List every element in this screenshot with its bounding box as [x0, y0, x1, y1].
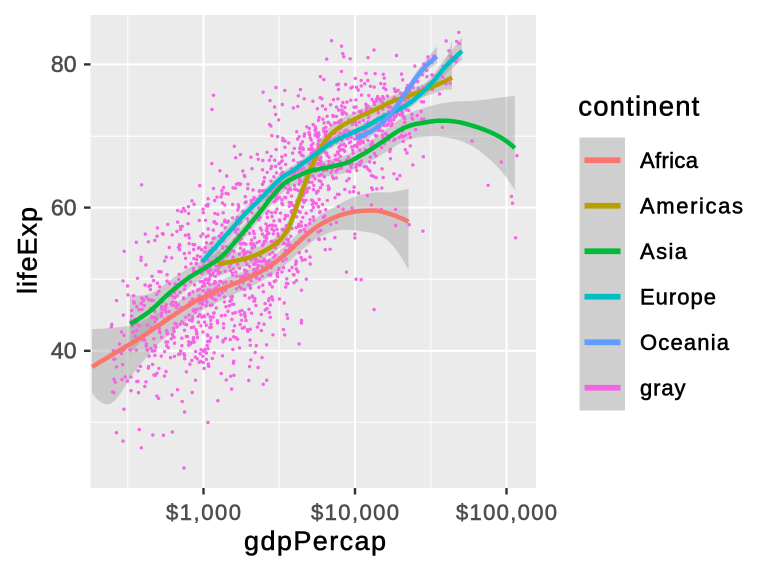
- svg-text:gdpPercap: gdpPercap: [244, 526, 386, 556]
- svg-text:Oceania: Oceania: [640, 330, 730, 355]
- svg-text:Asia: Asia: [640, 239, 688, 264]
- svg-text:Americas: Americas: [640, 193, 743, 218]
- svg-text:40: 40: [51, 338, 77, 364]
- svg-text:$10,000: $10,000: [311, 500, 399, 525]
- svg-text:Africa: Africa: [640, 148, 699, 173]
- svg-text:$1,000: $1,000: [166, 500, 241, 525]
- svg-text:80: 80: [51, 51, 77, 77]
- svg-text:Europe: Europe: [640, 284, 716, 309]
- svg-text:continent: continent: [578, 91, 699, 122]
- svg-text:gray: gray: [640, 375, 686, 400]
- svg-text:lifeExp: lifeExp: [13, 207, 43, 294]
- svg-text:$100,000: $100,000: [456, 500, 557, 525]
- svg-text:60: 60: [51, 194, 77, 220]
